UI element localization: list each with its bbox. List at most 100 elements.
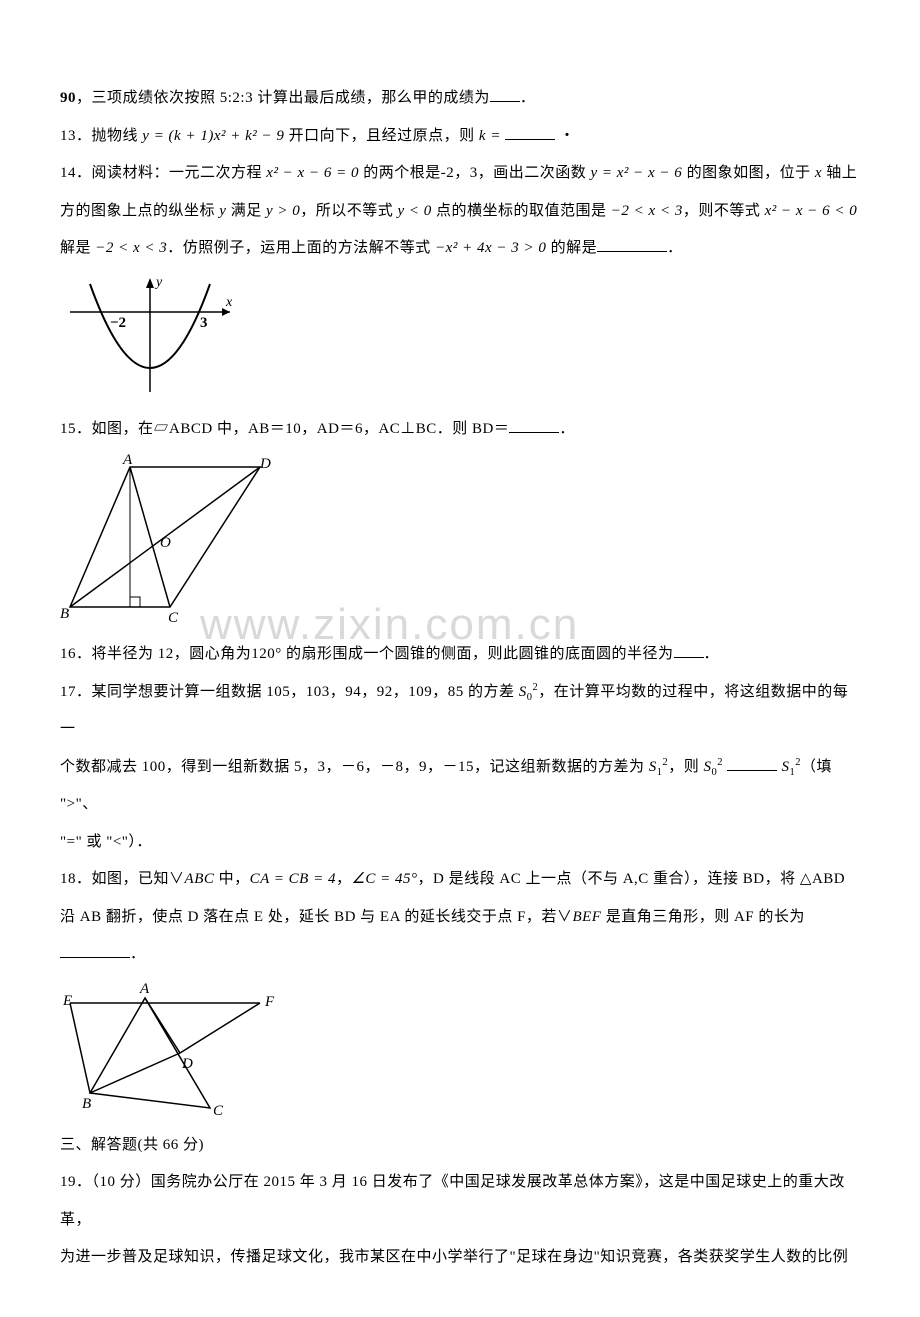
blank [727, 755, 777, 771]
text: ． [559, 421, 575, 437]
text: 三、解答题(共 66 分) [60, 1137, 204, 1153]
q18-l3: ． [60, 936, 860, 974]
qnum: 18． [60, 871, 92, 887]
svg-text:O: O [160, 535, 171, 551]
qnum: 14． [60, 165, 92, 181]
math: 120° [251, 646, 282, 662]
q14-l2: 方的图象上点的纵坐标 y 满足 y > 0，所以不等式 y < 0 点的横坐标的… [60, 193, 860, 231]
q17-l1: 17．某同学想要计算一组数据 105，103，94，92，109，85 的方差 … [60, 674, 860, 749]
math: x² − x − 6 = 0 [266, 165, 359, 181]
math: −x² + 4x − 3 > 0 [435, 240, 546, 256]
svg-text:E: E [62, 993, 72, 1009]
q17-l3: "=" 或 "<"）． [60, 824, 860, 862]
text: 满足 [226, 203, 266, 219]
text: ． [130, 946, 146, 962]
math: y = x² − x − 6 [590, 165, 682, 181]
qnum: 17． [60, 684, 92, 700]
text: 中， [214, 871, 249, 887]
text: 90 [60, 90, 76, 106]
q19-l1: 19．（10 分）国务院办公厅在 2015 年 3 月 16 日发布了《中国足球… [60, 1164, 860, 1239]
blank [597, 236, 667, 252]
text: 如图，已知∨ [92, 871, 185, 887]
q18-l2: 沿 AB 翻折，使点 D 落在点 E 处，延长 BD 与 EA 的延长线交于点 … [60, 899, 860, 937]
q12-cont: 90，三项成绩依次按照 5:2:3 计算出最后成绩，那么甲的成绩为 ． [60, 80, 860, 118]
text: 的扇形围成一个圆锥的侧面，则此圆锥的底面圆的半径为 [282, 646, 674, 662]
content: 90，三项成绩依次按照 5:2:3 计算出最后成绩，那么甲的成绩为 ． 13．抛物… [60, 80, 860, 1277]
text: 如图，在▱ABCD 中，AB＝10，AD＝6，AC⊥BC．则 BD＝ [92, 421, 510, 437]
section-3: 三、解答题(共 66 分) [60, 1127, 860, 1165]
svg-text:B: B [82, 1096, 91, 1112]
text: 开口向下，且经过原点，则 [284, 128, 479, 144]
math: S02 [704, 759, 724, 775]
math: △ABD [800, 871, 845, 887]
q17-l2: 个数都减去 100，得到一组新数据 5，3，－6，－8，9，－15，记这组新数据… [60, 749, 860, 824]
svg-text:−2: −2 [110, 315, 126, 331]
text: ，三项成绩依次按照 5:2:3 计算出最后成绩，那么甲的成绩为 [76, 90, 490, 106]
svg-text:y: y [154, 275, 163, 290]
math: −2 < x < 3 [95, 240, 167, 256]
q14-l3: 解是 −2 < x < 3．仿照例子，运用上面的方法解不等式 −x² + 4x … [60, 230, 860, 268]
svg-text:F: F [264, 994, 275, 1010]
fig-parallelogram: A D B C O [60, 452, 860, 632]
svg-text:3: 3 [200, 315, 208, 331]
text: 个数都减去 100，得到一组新数据 5，3，－6，－8，9，－15，记这组新数据… [60, 759, 649, 775]
q13: 13．抛物线 y = (k + 1)x² + k² − 9 开口向下，且经过原点… [60, 118, 860, 156]
text: 轴上 [822, 165, 857, 181]
text: ・ [555, 128, 575, 144]
math: CA = CB = 4 [250, 871, 336, 887]
blank [509, 417, 559, 433]
math: S12 [649, 759, 669, 775]
svg-text:D: D [181, 1056, 193, 1072]
text: ，所以不等式 [300, 203, 397, 219]
qnum: 15． [60, 421, 92, 437]
math: BEF [572, 909, 601, 925]
text: 某同学想要计算一组数据 105，103，94，92，109，85 的方差 [92, 684, 519, 700]
text: 沿 AB 翻折，使点 D 落在点 E 处，延长 BD 与 EA 的延长线交于点 … [60, 909, 572, 925]
math: y < 0 [398, 203, 432, 219]
svg-text:C: C [168, 610, 179, 626]
blank [60, 942, 130, 958]
text: 为进一步普及足球知识，传播足球文化，我市某区在中小学举行了"足球在身边"知识竞赛… [60, 1249, 848, 1265]
text: ，则 [668, 759, 703, 775]
math: S12 [782, 759, 802, 775]
text: ．仿照例子，运用上面的方法解不等式 [167, 240, 435, 256]
q18-l1: 18．如图，已知∨ABC 中，CA = CB = 4，∠C = 45°，D 是线… [60, 861, 860, 899]
text: 阅读材料：一元二次方程 [92, 165, 267, 181]
math: S02 [519, 684, 539, 700]
qnum: 16． [60, 646, 92, 662]
svg-text:B: B [60, 606, 69, 622]
text: 方的图象上点的纵坐标 [60, 203, 219, 219]
text: 解是 [60, 240, 95, 256]
svg-text:C: C [213, 1103, 224, 1118]
text: 将半径为 12，圆心角为 [92, 646, 252, 662]
svg-text:A: A [139, 981, 150, 997]
text: ． [520, 90, 536, 106]
svg-text:x: x [225, 295, 233, 310]
text: 抛物线 [92, 128, 143, 144]
fig-triangle-fold: E A F B C D [60, 978, 860, 1123]
blank [505, 124, 555, 140]
text: ，则不等式 [683, 203, 765, 219]
math: ∠C = 45° [351, 871, 417, 887]
math: x² − x − 6 < 0 [765, 203, 858, 219]
math: y > 0 [266, 203, 300, 219]
text: 是直角三角形，则 AF 的长为 [601, 909, 804, 925]
blank [674, 642, 704, 658]
q14-l1: 14．阅读材料：一元二次方程 x² − x − 6 = 0 的两个根是-2，3，… [60, 155, 860, 193]
text: 的两个根是-2，3，画出二次函数 [359, 165, 591, 181]
math: k = [479, 128, 501, 144]
text: "=" 或 "<"）． [60, 834, 152, 850]
text: ． [667, 240, 683, 256]
text: 的图象如图，位于 [682, 165, 815, 181]
text: 的解是 [546, 240, 597, 256]
math: ABC [185, 871, 215, 887]
text: ，D 是线段 AC 上一点（不与 A,C 重合），连接 BD，将 [418, 871, 800, 887]
math: x [815, 165, 822, 181]
q16: 16．将半径为 12，圆心角为120° 的扇形围成一个圆锥的侧面，则此圆锥的底面… [60, 636, 860, 674]
math: y = (k + 1)x² + k² − 9 [142, 128, 284, 144]
q15: 15．如图，在▱ABCD 中，AB＝10，AD＝6，AC⊥BC．则 BD＝ ． [60, 411, 860, 449]
text: ， [336, 871, 352, 887]
math: −2 < x < 3 [611, 203, 683, 219]
qnum: 13． [60, 128, 92, 144]
text: ． [704, 646, 720, 662]
